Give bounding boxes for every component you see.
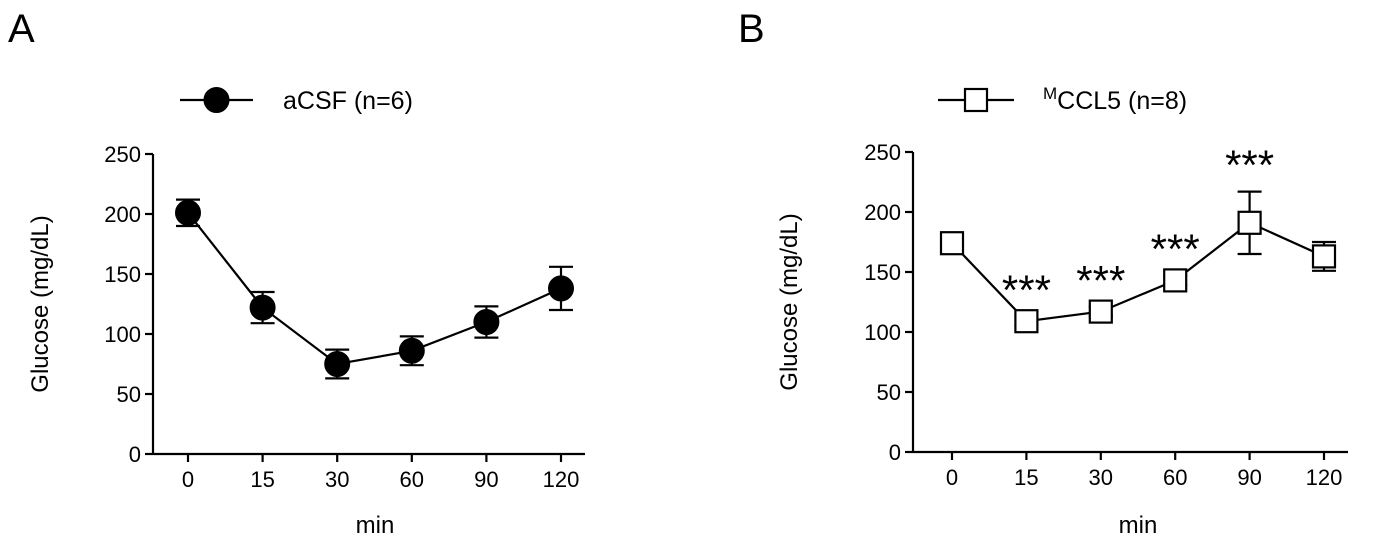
y-tick-label: 200 <box>864 200 901 225</box>
y-tick-label: 0 <box>129 442 141 467</box>
y-tick-label: 100 <box>864 320 901 345</box>
legend-marker-filled-circle <box>203 87 230 113</box>
panel-label: B <box>738 7 765 51</box>
data-point <box>1163 268 1188 293</box>
y-tick-label: 50 <box>877 380 901 405</box>
x-tick-label: 60 <box>400 467 424 492</box>
series-0 <box>939 190 1337 334</box>
panel-b: B MCCL5 (n=8) 0 50 100 150 200 250 0 15 30 60 90 120 m… <box>738 7 1348 539</box>
data-point <box>473 309 500 335</box>
y-tick-label: 100 <box>104 322 141 347</box>
y-tick-label: 50 <box>117 382 141 407</box>
y-tick-label: 200 <box>104 202 141 227</box>
data-point <box>249 294 276 321</box>
x-tick-label: 15 <box>1014 465 1038 490</box>
significance-marker: *** <box>1076 257 1125 304</box>
x-tick-label: 0 <box>182 467 194 492</box>
x-tick-label: 0 <box>946 465 958 490</box>
data-point <box>398 337 425 364</box>
legend: aCSF (n=6) <box>180 87 413 115</box>
data-point <box>1311 244 1337 269</box>
legend-label-text: CCL5 (n=8) <box>1057 87 1187 115</box>
legend: MCCL5 (n=8) <box>938 84 1187 115</box>
x-tick-label: 15 <box>250 467 274 492</box>
x-tick-label: 30 <box>325 467 349 492</box>
y-axis-title: Glucose (mg/dL) <box>27 215 54 392</box>
y-tick-label: 250 <box>104 142 141 167</box>
legend-marker-open-square <box>963 87 989 113</box>
data-point <box>939 231 965 256</box>
data-point <box>1237 210 1262 235</box>
y-tick-label: 150 <box>864 260 901 285</box>
legend-label-superscript: M <box>1043 84 1057 103</box>
y-tick-label: 150 <box>104 262 141 287</box>
series-line <box>187 212 562 366</box>
data-point <box>324 351 351 377</box>
x-axis-title: min <box>356 512 395 539</box>
series-0 <box>175 198 574 380</box>
data-point <box>548 275 574 302</box>
significance-marker: *** <box>1225 142 1274 189</box>
x-tick-label: 60 <box>1163 465 1187 490</box>
data-point <box>1088 299 1113 324</box>
y-tick-label: 250 <box>864 140 901 165</box>
panel-label: A <box>8 7 35 51</box>
x-tick-label: 120 <box>543 467 580 492</box>
data-point <box>1014 309 1039 334</box>
y-axis-title: Glucose (mg/dL) <box>776 213 803 390</box>
x-tick-label: 90 <box>1237 465 1261 490</box>
y-tick-label: 0 <box>889 440 901 465</box>
series-line <box>951 221 1325 323</box>
x-tick-label: 90 <box>474 467 498 492</box>
data-point <box>175 199 201 226</box>
significance-marker: *** <box>1002 266 1051 313</box>
significance-marker: *** <box>1151 226 1200 273</box>
legend-label: MCCL5 (n=8) <box>1043 84 1187 115</box>
legend-label: aCSF (n=6) <box>283 87 413 115</box>
x-axis-title: min <box>1119 512 1158 539</box>
x-tick-label: 120 <box>1306 465 1343 490</box>
x-tick-label: 30 <box>1089 465 1113 490</box>
